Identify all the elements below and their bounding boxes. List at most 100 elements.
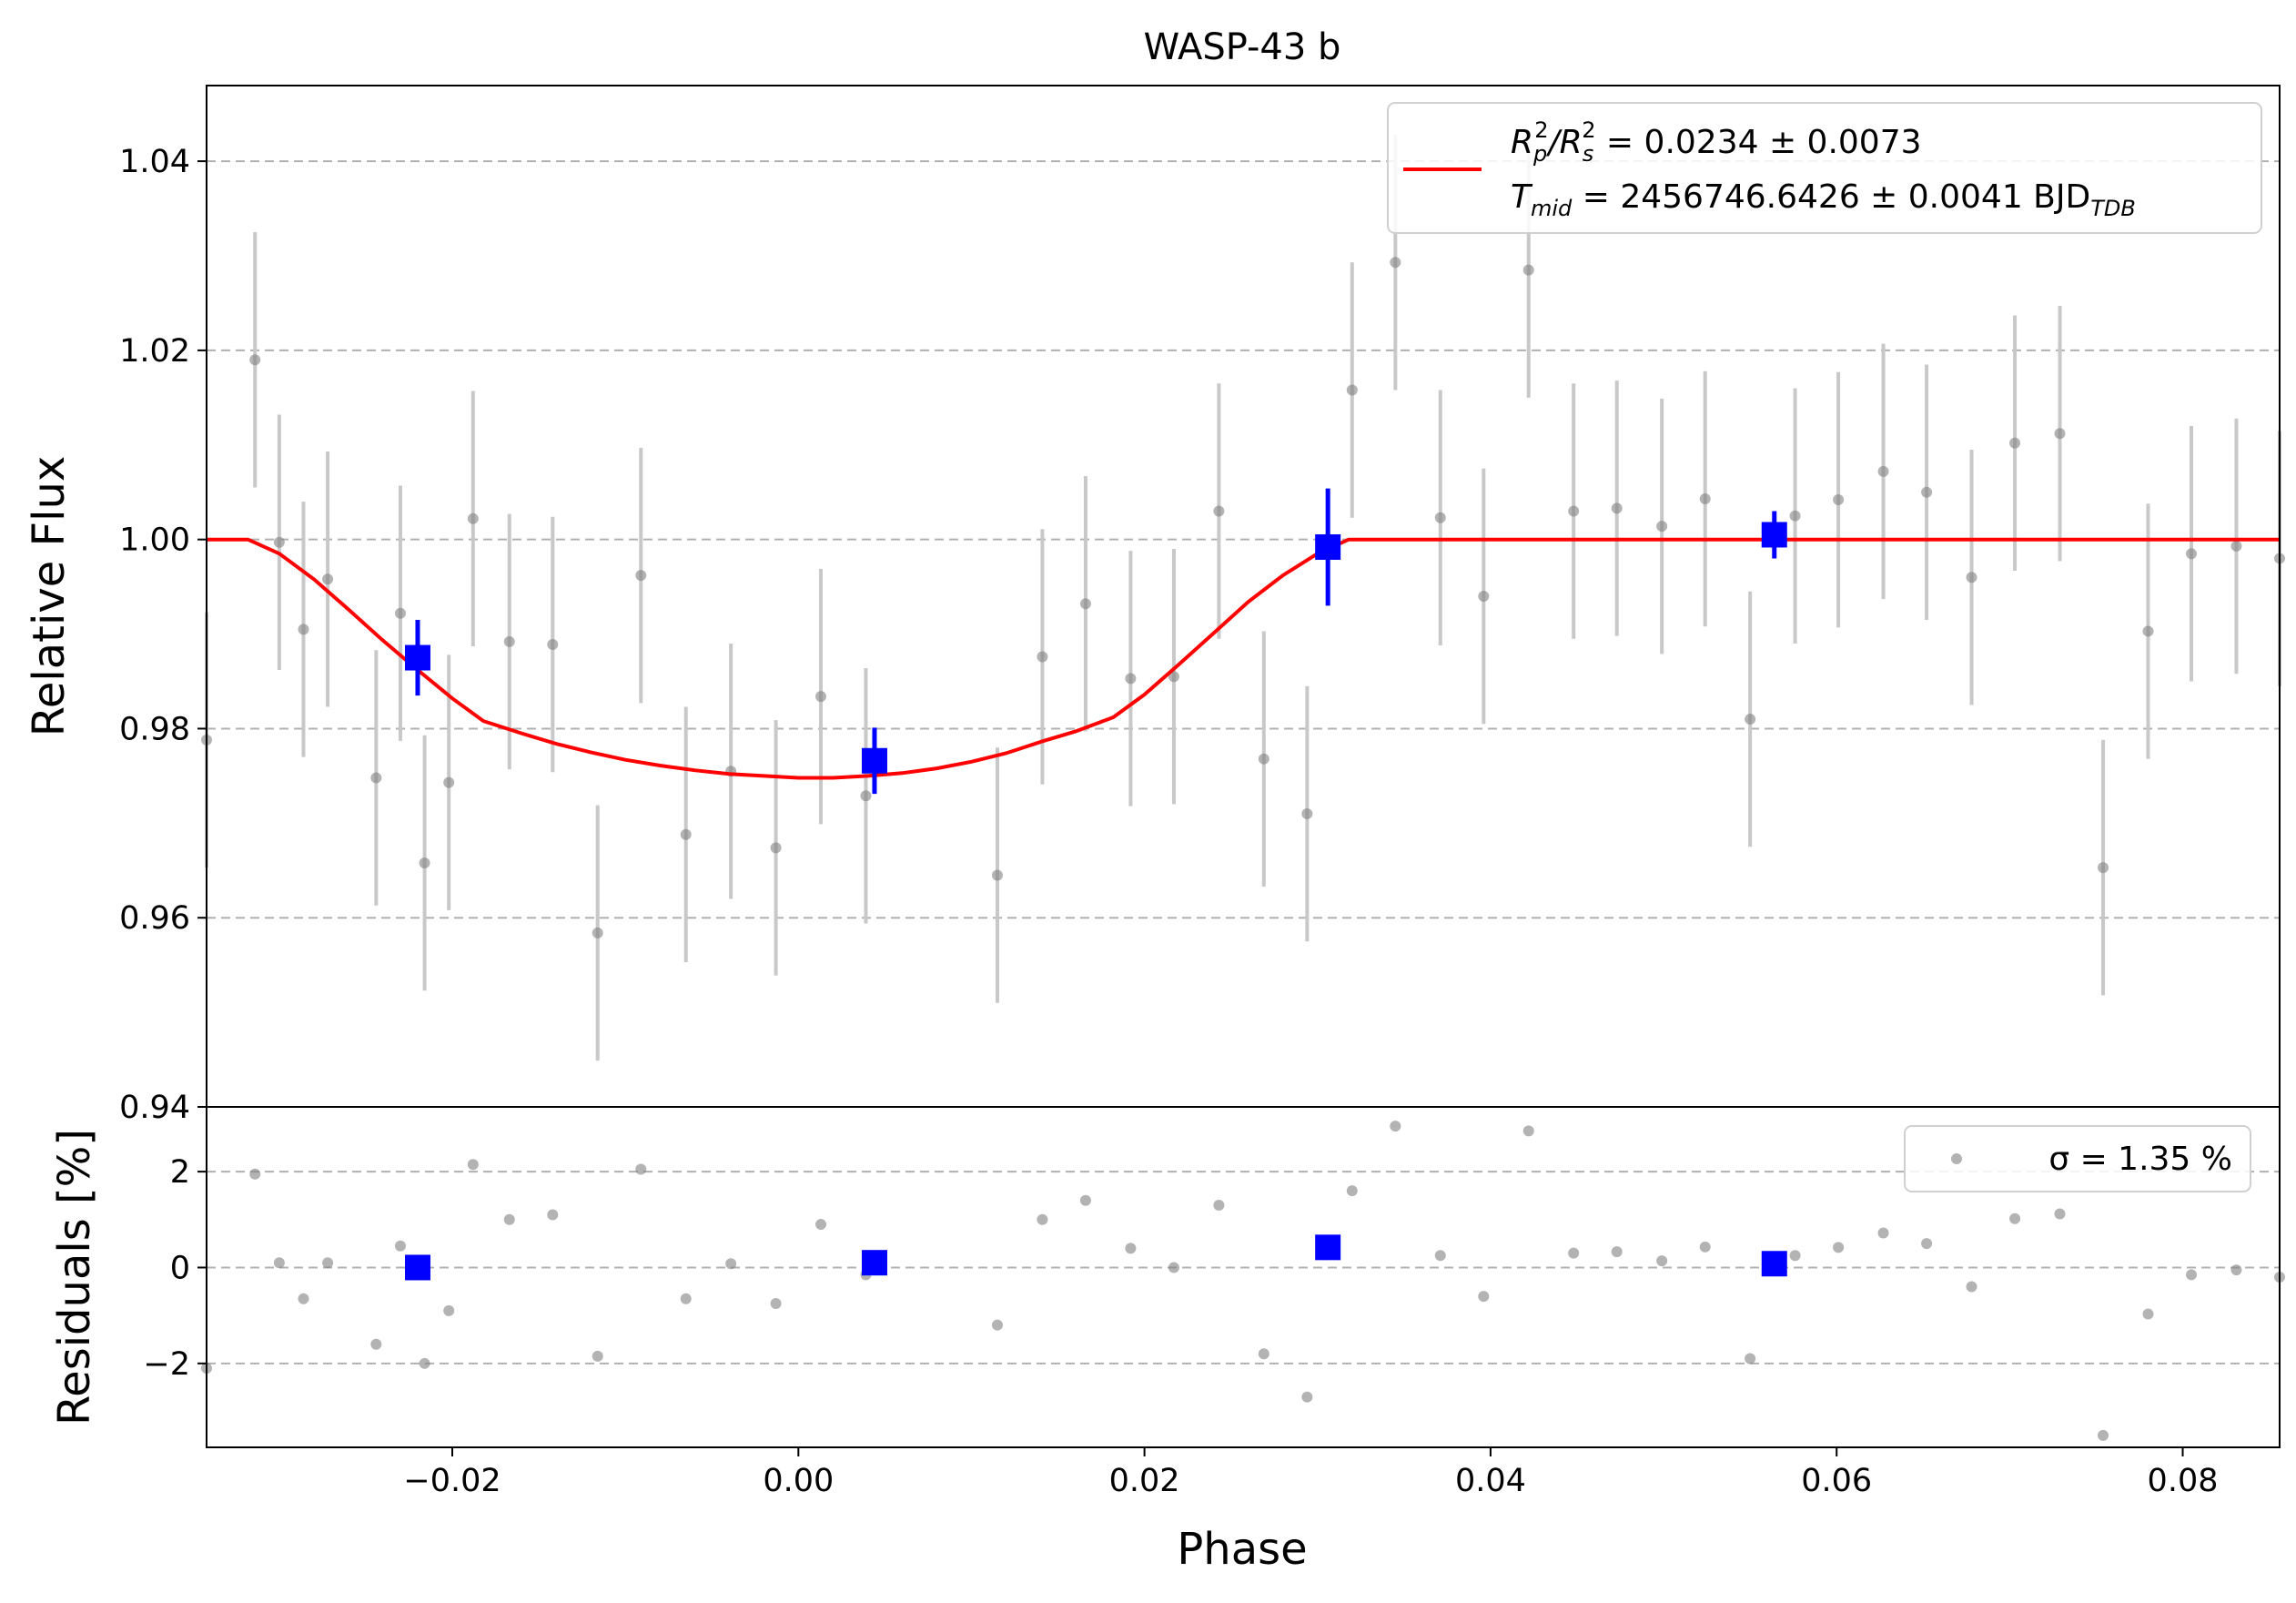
residual-data-point [1699, 1241, 1711, 1253]
residual-data-point [1921, 1238, 1933, 1250]
main-data-point [1390, 257, 1401, 269]
main-data-point [1611, 502, 1623, 514]
residual-data-point [680, 1293, 692, 1304]
main-y-ticks: 0.94 0.96 0.98 1.00 1.02 1.04 [119, 144, 207, 1126]
residual-data-point [1390, 1121, 1401, 1132]
main-data-point [2142, 625, 2154, 637]
residual-binned-point [861, 1250, 887, 1276]
residual-data-point [394, 1240, 406, 1252]
main-data-point [443, 776, 455, 788]
residual-data-point [1346, 1185, 1358, 1197]
residual-data-point [467, 1159, 479, 1171]
main-data-point [1568, 505, 1580, 517]
main-data-point [635, 570, 647, 582]
residual-data-point [1434, 1250, 1446, 1262]
residual-y-tick-label: −2 [143, 1346, 190, 1383]
main-data-point [1921, 486, 1933, 498]
residual-y-ticks: −2 0 2 [143, 1154, 207, 1383]
residual-data-point [1877, 1227, 1889, 1239]
main-legend-box [1387, 102, 2262, 234]
residual-data-point [370, 1338, 382, 1350]
residual-y-tick-label: 2 [170, 1154, 190, 1191]
residual-data-point [273, 1257, 285, 1269]
main-data-point [394, 607, 406, 619]
residual-data-point [1568, 1247, 1580, 1259]
residual-gridlines [207, 1171, 2280, 1365]
main-data-point [1346, 384, 1358, 396]
residual-data-point [298, 1293, 309, 1304]
residual-binned-point [1315, 1234, 1341, 1261]
residual-binned-point [404, 1254, 430, 1281]
residual-data-point [1656, 1255, 1668, 1267]
main-data-point [249, 354, 261, 366]
legend-tmid-text: Tmid = 2456746.6426 ± 0.0041 BJDTDB [1511, 178, 2136, 221]
residual-data-point [443, 1304, 455, 1316]
main-data-point [1699, 492, 1711, 504]
main-binned-point [1315, 533, 1341, 560]
main-gridlines [207, 160, 2280, 919]
residual-legend-marker [1951, 1153, 1962, 1164]
main-data-point [503, 635, 515, 647]
residual-data-point [815, 1219, 827, 1231]
residual-data-point [1522, 1125, 1534, 1137]
residual-data-point [635, 1163, 647, 1175]
main-data-point [322, 573, 334, 585]
residual-data-point [419, 1357, 430, 1369]
x-tick-label: 0.04 [1455, 1463, 1526, 1499]
main-data-point [467, 512, 479, 524]
main-data-point [273, 536, 285, 548]
residual-data-point [1478, 1291, 1490, 1303]
main-data-point [1745, 714, 1756, 725]
main-data-point [1833, 494, 1845, 506]
main-data-point [2054, 428, 2066, 440]
main-data-point [2098, 862, 2109, 874]
x-tick-label: 0.02 [1109, 1463, 1180, 1499]
residual-data-point [1213, 1199, 1225, 1211]
residual-data-point [2098, 1429, 2109, 1441]
main-y-tick-label: 0.94 [119, 1090, 190, 1126]
main-data-point [1168, 671, 1179, 683]
residual-data-point [991, 1319, 1003, 1331]
residual-data-point [2186, 1269, 2198, 1281]
main-y-tick-label: 0.98 [119, 711, 190, 747]
residual-legend: σ = 1.35 % [1904, 1125, 2251, 1192]
residual-data-point [1258, 1348, 1269, 1360]
residual-data-point [1079, 1194, 1091, 1206]
main-data-point [815, 691, 827, 703]
main-data-point [1037, 651, 1048, 663]
residual-data-point [1966, 1281, 1977, 1293]
x-tick-label: 0.00 [763, 1463, 834, 1499]
main-binned-point [861, 747, 887, 774]
residual-data-point [725, 1258, 737, 1270]
main-y-axis-label: Relative Flux [24, 456, 75, 737]
main-data-point [1434, 512, 1446, 523]
x-tick-label: −0.02 [403, 1463, 501, 1499]
residual-data-point [2142, 1308, 2154, 1320]
chart-title: WASP-43 b [1144, 26, 1341, 68]
main-data-point [1213, 505, 1225, 517]
main-data-point [1079, 598, 1091, 610]
main-data-point [860, 790, 872, 802]
main-data-point [1478, 591, 1490, 602]
residual-data-point [503, 1213, 515, 1225]
residual-data-point [2009, 1212, 2021, 1224]
main-data-point [2186, 548, 2198, 560]
residual-data-point [1611, 1246, 1623, 1258]
residual-legend-box [1904, 1125, 2251, 1192]
residual-data-point [1168, 1262, 1179, 1273]
main-binned-point [1761, 522, 1787, 548]
residual-binned-points [404, 1234, 1787, 1281]
residual-data-point [1125, 1243, 1137, 1254]
x-axis-label: Phase [1177, 1524, 1307, 1575]
main-data-point [1877, 465, 1889, 477]
residual-data-point [1789, 1250, 1801, 1262]
legend-rprs-text: Rp2/Rs2 = 0.0234 ± 0.0073 [1511, 117, 1922, 167]
residual-data-point [770, 1297, 782, 1309]
main-data-point [1258, 753, 1269, 765]
main-data-point [298, 624, 309, 635]
main-y-tick-label: 0.96 [119, 900, 190, 937]
residual-data-point [1833, 1242, 1845, 1253]
main-data-point [991, 869, 1003, 881]
residual-data-point [322, 1257, 334, 1269]
